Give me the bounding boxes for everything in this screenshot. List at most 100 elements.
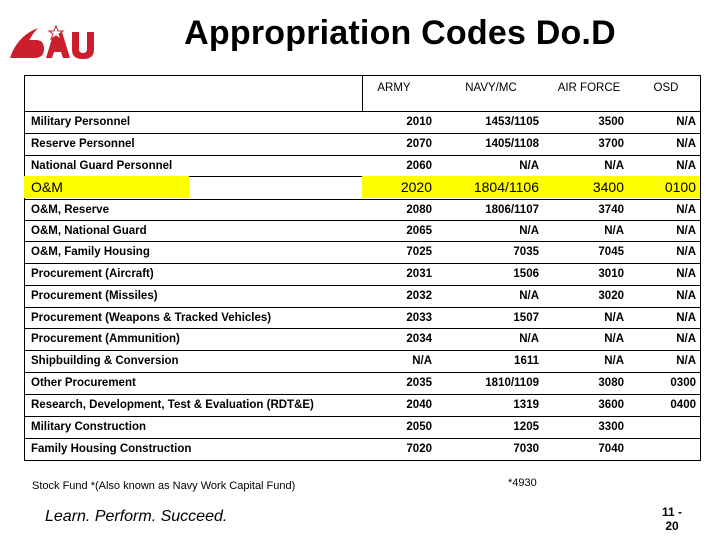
row-divider bbox=[24, 438, 701, 439]
stock-fund-navy: *4930 bbox=[508, 477, 537, 489]
row-label: O&M, Family Housing bbox=[31, 246, 150, 258]
cell-af: N/A bbox=[604, 312, 624, 324]
table-row: Other Procurement 2035 1810/1109 3080 0300 bbox=[24, 372, 701, 394]
cell-army: 2040 bbox=[406, 399, 432, 411]
cell-af: 3300 bbox=[598, 421, 624, 433]
cell-navy: N/A bbox=[519, 225, 539, 237]
cell-osd: N/A bbox=[676, 160, 696, 172]
table-right-border bbox=[700, 75, 701, 461]
cell-navy: 1506 bbox=[513, 268, 539, 280]
page-number: 11 - 20 bbox=[652, 505, 692, 533]
row-label: Procurement (Missiles) bbox=[31, 290, 158, 302]
table-left-border bbox=[24, 75, 25, 461]
row-label: Research, Development, Test & Evaluation… bbox=[31, 399, 314, 411]
table-row: Procurement (Aircraft) 2031 1506 3010 N/A bbox=[24, 263, 701, 285]
row-divider bbox=[24, 416, 701, 417]
cell-af: 3020 bbox=[598, 290, 624, 302]
row-divider bbox=[24, 307, 701, 308]
table-row: O&M, Reserve 2080 1806/1107 3740 N/A bbox=[24, 199, 701, 221]
cell-af: 3400 bbox=[592, 179, 624, 195]
cell-army: 2035 bbox=[406, 377, 432, 389]
cell-navy: 1453/1105 bbox=[485, 116, 539, 128]
cell-osd: N/A bbox=[676, 333, 696, 345]
cell-navy: 1611 bbox=[514, 355, 539, 367]
cell-af: N/A bbox=[604, 160, 624, 172]
cell-osd: N/A bbox=[676, 312, 696, 324]
cell-army: 2020 bbox=[400, 179, 432, 195]
cell-osd: N/A bbox=[676, 290, 696, 302]
cell-navy: N/A bbox=[519, 333, 539, 345]
table-row: O&M 2020 1804/1106 3400 0100 bbox=[24, 176, 701, 198]
cell-army: 2080 bbox=[406, 204, 432, 216]
row-divider bbox=[24, 220, 701, 221]
cell-navy: 1810/1109 bbox=[485, 377, 539, 389]
cell-army: 2070 bbox=[406, 138, 432, 150]
row-label: Military Construction bbox=[31, 421, 147, 433]
cell-army: 2065 bbox=[406, 225, 432, 237]
cell-navy: N/A bbox=[519, 290, 539, 302]
row-label: Procurement (Weapons & Tracked Vehicles) bbox=[31, 312, 272, 324]
cell-navy: 1804/1106 bbox=[473, 179, 539, 195]
cell-navy: 1205 bbox=[513, 421, 539, 433]
table-row: O&M, National Guard 2065 N/A N/A N/A bbox=[24, 220, 701, 242]
row-divider bbox=[24, 460, 701, 461]
table-row: Research, Development, Test & Evaluation… bbox=[24, 394, 701, 416]
cell-af: 7040 bbox=[598, 443, 624, 455]
cell-af: 7045 bbox=[598, 246, 624, 258]
cell-osd: N/A bbox=[676, 246, 696, 258]
tagline: Learn. Perform. Succeed. bbox=[45, 508, 228, 525]
table-row: Procurement (Ammunition) 2034 N/A N/A N/A bbox=[24, 328, 701, 350]
cell-navy: N/A bbox=[519, 160, 539, 172]
dau-logo bbox=[10, 24, 94, 59]
row-label: Family Housing Construction bbox=[31, 443, 192, 455]
cell-osd: N/A bbox=[676, 116, 696, 128]
table-row: National Guard Personnel 2060 N/A N/A N/A bbox=[24, 155, 701, 177]
highlight-band bbox=[24, 176, 189, 198]
row-label: Military Personnel bbox=[31, 116, 131, 128]
table-row: Military Construction 2050 1205 3300 bbox=[24, 416, 701, 438]
table-row: Procurement (Missiles) 2032 N/A 3020 N/A bbox=[24, 285, 701, 307]
table-row: O&M, Family Housing 7025 7035 7045 N/A bbox=[24, 241, 701, 263]
col-header-osd: OSD bbox=[653, 82, 679, 94]
col-header-navy: NAVY/MC bbox=[465, 82, 517, 94]
cell-army: 2031 bbox=[406, 268, 432, 280]
page-number-line1: 11 - bbox=[661, 505, 682, 519]
cell-army: 2060 bbox=[406, 160, 432, 172]
cell-af: 3600 bbox=[598, 399, 624, 411]
row-label: Reserve Personnel bbox=[31, 138, 135, 150]
row-label: Shipbuilding & Conversion bbox=[31, 355, 179, 367]
cell-army: N/A bbox=[412, 355, 432, 367]
row-label: O&M bbox=[31, 179, 63, 195]
highlight-band bbox=[362, 176, 700, 198]
cell-osd: 0300 bbox=[670, 377, 696, 389]
page-title: Appropriation Codes Do.D bbox=[184, 14, 616, 52]
row-divider bbox=[24, 241, 701, 242]
cell-osd: 0100 bbox=[664, 179, 696, 195]
cell-af: N/A bbox=[604, 355, 624, 367]
stock-fund-label: Stock Fund *(Also known as Navy Work Cap… bbox=[32, 480, 296, 492]
table-row: Military Personnel 2010 1453/1105 3500 N/A bbox=[24, 111, 701, 133]
cell-af: 3080 bbox=[598, 377, 624, 389]
row-divider bbox=[24, 199, 701, 200]
cell-osd: N/A bbox=[676, 204, 696, 216]
table-row: Family Housing Construction 7020 7030 7040 bbox=[24, 438, 701, 460]
cell-navy: 1405/1108 bbox=[485, 138, 539, 150]
cell-navy: 1319 bbox=[513, 399, 539, 411]
cell-army: 2010 bbox=[406, 116, 432, 128]
cell-af: N/A bbox=[604, 225, 624, 237]
cell-osd: N/A bbox=[676, 355, 696, 367]
header-divider bbox=[362, 75, 363, 111]
row-label: O&M, Reserve bbox=[31, 204, 109, 216]
row-divider bbox=[24, 350, 701, 351]
cell-navy: 7030 bbox=[513, 443, 539, 455]
row-label: Procurement (Ammunition) bbox=[31, 333, 180, 345]
cell-af: 3500 bbox=[598, 116, 624, 128]
cell-osd: N/A bbox=[676, 225, 696, 237]
cell-army: 2033 bbox=[406, 312, 432, 324]
col-header-airforce: AIR FORCE bbox=[557, 82, 621, 94]
row-divider bbox=[24, 111, 701, 112]
cell-army: 7025 bbox=[406, 246, 432, 258]
cell-af: 3740 bbox=[598, 204, 624, 216]
cell-osd: 0400 bbox=[670, 399, 696, 411]
cell-army: 2034 bbox=[406, 333, 432, 345]
